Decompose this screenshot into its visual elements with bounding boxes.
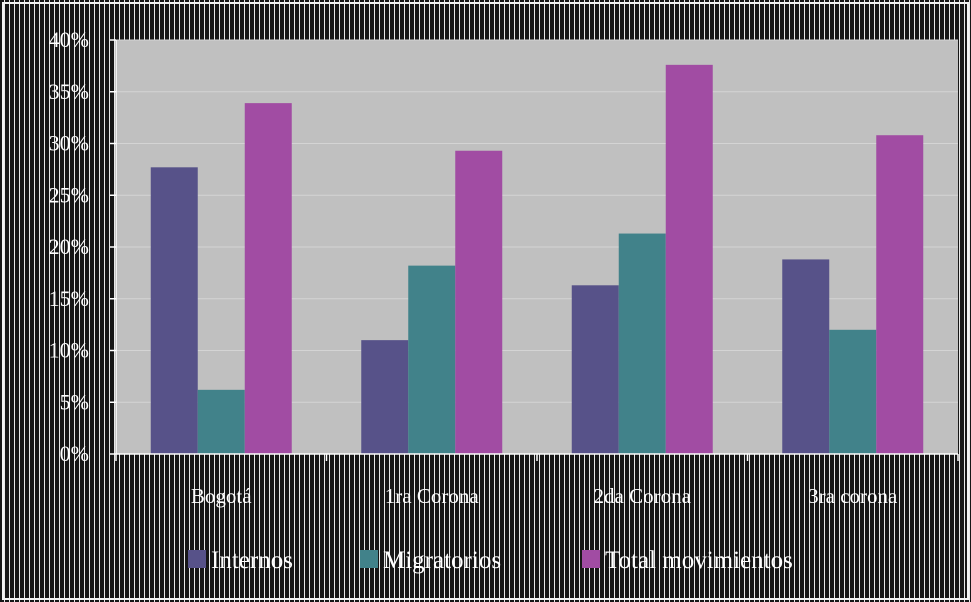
bar-total-movimientos (244, 103, 292, 454)
legend-swatch (582, 550, 600, 568)
bar-internos (571, 285, 619, 454)
x-tick-label: Bogotá (191, 484, 252, 508)
bar-migratorios (618, 233, 666, 454)
bar-total-movimientos (876, 135, 924, 454)
bars (150, 64, 924, 454)
bar-migratorios (829, 329, 877, 454)
legend-swatch (360, 550, 378, 568)
legend-swatch (188, 550, 206, 568)
x-axis-labels: Bogotá 1ra Corona 2da Corona 3ra corona (191, 484, 898, 508)
legend: Internos Migratorios Total movimientos (188, 547, 793, 574)
legend-item-total-movimientos: Total movimientos (582, 547, 793, 574)
y-tick-label: 20% (49, 234, 89, 259)
bar-migratorios (197, 389, 245, 454)
bar-internos (150, 167, 198, 454)
bar-total-movimientos (665, 64, 713, 454)
y-axis-labels: 0% 5% 10% 15% 20% 25% 30% 35% 40% (49, 27, 89, 466)
y-tick-label: 30% (49, 131, 89, 156)
legend-item-internos: Internos (188, 547, 293, 574)
y-tick-label: 0% (60, 441, 89, 466)
legend-label: Total movimientos (605, 547, 793, 574)
y-tick-label: 40% (49, 27, 89, 52)
x-tick-label: 1ra Corona (385, 484, 480, 508)
bar-internos (361, 340, 409, 454)
legend-label: Internos (211, 547, 293, 574)
bar-total-movimientos (455, 150, 503, 454)
legend-item-migratorios: Migratorios (360, 547, 501, 574)
legend-label: Migratorios (383, 547, 501, 574)
y-tick-label: 5% (60, 389, 89, 414)
y-tick-label: 35% (49, 79, 89, 104)
x-tick-label: 2da Corona (594, 484, 692, 508)
y-tick-label: 25% (49, 182, 89, 207)
bar-internos (782, 259, 830, 454)
x-tick-label: 3ra corona (808, 484, 898, 508)
axes (110, 39, 959, 461)
y-tick-label: 10% (49, 338, 89, 363)
y-tick-label: 15% (49, 286, 89, 311)
bar-migratorios (408, 265, 456, 454)
